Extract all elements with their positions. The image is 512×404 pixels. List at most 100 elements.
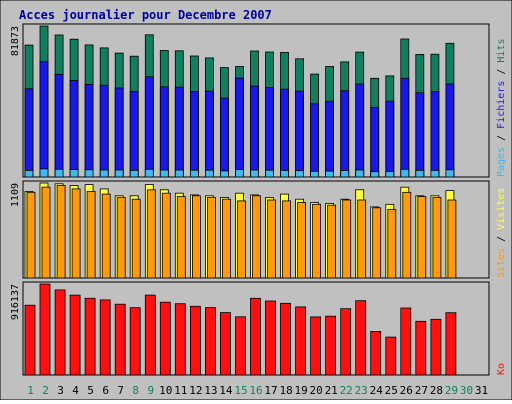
bar-sites-12 [191, 195, 201, 279]
x-tick-label-21: 21 [325, 384, 338, 397]
bar-pages-20 [310, 170, 320, 178]
legend-sites: Sites [496, 248, 507, 278]
bar-fichiers-8 [129, 91, 139, 178]
bar-pages-4 [69, 169, 79, 178]
panel-middle-max-label: 1109 [10, 183, 21, 207]
x-tick-label-7: 7 [117, 384, 124, 397]
bar-ko-12 [189, 305, 201, 376]
bar-sites-14 [221, 198, 231, 279]
bar-fichiers-5 [84, 84, 94, 178]
bar-fichiers-2 [39, 61, 49, 178]
bar-sites-9 [146, 189, 156, 279]
bar-ko-6 [99, 299, 111, 376]
bar-fichiers-16 [250, 85, 259, 178]
chart-panels: 81873 Pages / Fichiers / Hits 1109 Sites / … [10, 23, 507, 376]
panel-bottom: 916137 Ko [10, 281, 507, 376]
bar-pages-9 [144, 168, 154, 178]
bar-sites-29 [447, 199, 457, 279]
x-tick-label-6: 6 [102, 384, 109, 397]
bar-fichiers-28 [430, 91, 440, 178]
x-tick-label-18: 18 [279, 384, 292, 397]
legend-separator: / [496, 63, 507, 81]
x-tick-label-22: 22 [340, 384, 353, 397]
bar-ko-26 [400, 307, 412, 376]
bar-ko-15 [235, 316, 246, 376]
x-tick-label-12: 12 [189, 384, 202, 397]
legend-fichiers: Fichiers [496, 81, 507, 129]
x-tick-label-31: 31 [475, 384, 488, 397]
bar-pages-15 [235, 169, 244, 178]
bar-sites-20 [312, 203, 322, 279]
x-tick-label-13: 13 [204, 384, 217, 397]
bar-pages-13 [204, 169, 214, 178]
bar-pages-22 [340, 170, 350, 178]
x-tick-label-8: 8 [132, 384, 139, 397]
bar-ko-11 [174, 303, 186, 376]
x-tick-label-9: 9 [147, 384, 154, 397]
bar-ko-5 [84, 297, 96, 376]
bar-ko-1 [24, 304, 36, 376]
x-tick-label-5: 5 [87, 384, 94, 397]
bar-fichiers-22 [340, 90, 350, 178]
bar-pages-27 [415, 169, 425, 178]
bar-sites-26 [402, 191, 412, 279]
panel-middle-legend: Sites / Visites [496, 188, 507, 278]
bar-ko-27 [415, 320, 427, 376]
x-axis-day-labels: 1 2 3 4 5 6 7 8 9 10 11 12 13 14 15 16 17 18 19 20 21 22 23 24 2… [27, 384, 488, 397]
x-tick-label-14: 14 [219, 384, 233, 397]
bar-fichiers-10 [159, 86, 169, 178]
x-tick-label-17: 17 [264, 384, 277, 397]
bar-sites-7 [116, 197, 126, 279]
bar-sites-6 [101, 193, 111, 279]
bar-ko-7 [114, 303, 126, 376]
bar-pages-6 [99, 169, 109, 178]
bar-fichiers-26 [400, 77, 410, 178]
legend-pages: Pages [496, 147, 507, 177]
bar-ko-4 [69, 294, 81, 376]
bar-fichiers-12 [189, 91, 199, 178]
x-tick-label-29: 29 [445, 384, 458, 397]
x-tick-label-3: 3 [57, 384, 64, 397]
bar-fichiers-9 [144, 76, 154, 178]
x-tick-label-2: 2 [42, 384, 49, 397]
x-tick-label-23: 23 [355, 384, 368, 397]
bar-fichiers-21 [325, 100, 335, 178]
bar-sites-15 [237, 200, 246, 279]
bar-fichiers-14 [219, 97, 229, 178]
bar-ko-28 [430, 318, 442, 376]
bar-ko-29 [445, 312, 457, 376]
bar-ko-19 [295, 306, 307, 376]
bar-pages-21 [325, 170, 335, 178]
bar-sites-27 [417, 196, 427, 279]
series-ko [24, 283, 457, 376]
bar-sites-23 [357, 199, 367, 279]
bar-pages-7 [114, 169, 124, 178]
bar-pages-23 [355, 169, 365, 178]
chart-title: Acces journalier pour Decembre 2007 [19, 8, 272, 22]
legend-ko: Ko [496, 363, 507, 375]
bar-sites-16 [252, 195, 261, 279]
x-tick-label-15: 15 [234, 384, 247, 397]
bar-sites-2 [41, 186, 51, 279]
bar-pages-11 [174, 169, 184, 178]
bar-ko-8 [129, 307, 141, 376]
x-tick-label-27: 27 [415, 384, 428, 397]
x-tick-label-20: 20 [309, 384, 322, 397]
bar-fichiers-3 [54, 73, 64, 178]
x-tick-label-1: 1 [27, 384, 34, 397]
bar-fichiers-24 [370, 107, 380, 178]
legend-hits: Hits [496, 39, 507, 63]
panel-top-legend: Pages / Fichiers / Hits [496, 39, 507, 178]
legend-separator: / [496, 230, 507, 248]
bar-ko-23 [355, 300, 367, 376]
bar-sites-19 [297, 202, 307, 279]
panel-top: 81873 Pages / Fichiers / Hits [10, 23, 507, 178]
bar-ko-10 [159, 301, 171, 376]
panel-top-max-label: 81873 [10, 26, 21, 56]
x-tick-label-11: 11 [174, 384, 187, 397]
bar-ko-20 [310, 316, 322, 376]
x-tick-label-25: 25 [385, 384, 398, 397]
series-fichiers [24, 61, 455, 178]
bar-fichiers-7 [114, 87, 124, 178]
